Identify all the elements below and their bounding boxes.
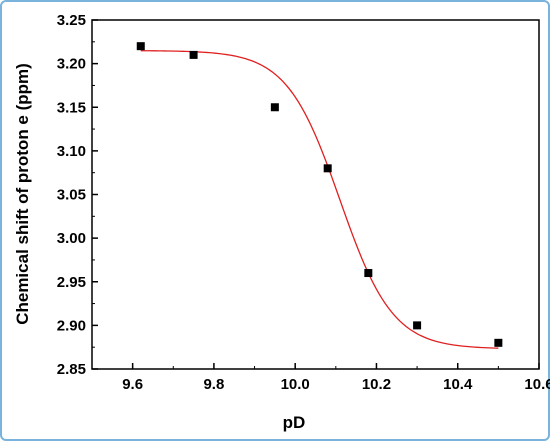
plot-area (91, 19, 540, 370)
data-point (136, 42, 145, 51)
x-tick-label: 9.8 (203, 376, 224, 393)
x-tick-label: 10.0 (281, 376, 310, 393)
y-tick-label: 2.85 (57, 361, 86, 378)
y-tick-label: 2.95 (57, 274, 86, 291)
x-axis-label: pD (283, 413, 306, 432)
y-tick-label: 3.15 (57, 99, 86, 116)
data-point (270, 103, 279, 112)
data-point (413, 321, 422, 330)
y-tick-label: 3.00 (57, 230, 86, 247)
x-tick-label: 10.6 (524, 376, 550, 393)
data-point (323, 164, 332, 173)
y-tick-label: 2.90 (57, 317, 86, 334)
x-tick-label: 10.4 (443, 376, 473, 393)
x-axis-ticks: 9.6 9.8 10.0 10.2 10.4 10.6 (91, 363, 550, 393)
x-tick-label: 9.6 (122, 376, 143, 393)
fit-curve (140, 50, 499, 349)
data-points (136, 42, 503, 347)
y-tick-label: 3.10 (57, 143, 86, 160)
y-tick-label: 3.25 (57, 12, 86, 29)
data-point (494, 338, 503, 347)
y-axis-ticks: 2.85 2.90 2.95 3.00 3.05 3.10 3.15 3.20 3.25 (57, 12, 98, 378)
data-point (364, 269, 373, 278)
x-tick-label: 10.2 (362, 376, 391, 393)
data-point (189, 50, 198, 59)
y-tick-label: 3.20 (57, 56, 86, 73)
y-axis-label: Chemical shift of proton e (ppm) (13, 63, 32, 325)
y-tick-label: 3.05 (57, 187, 86, 204)
